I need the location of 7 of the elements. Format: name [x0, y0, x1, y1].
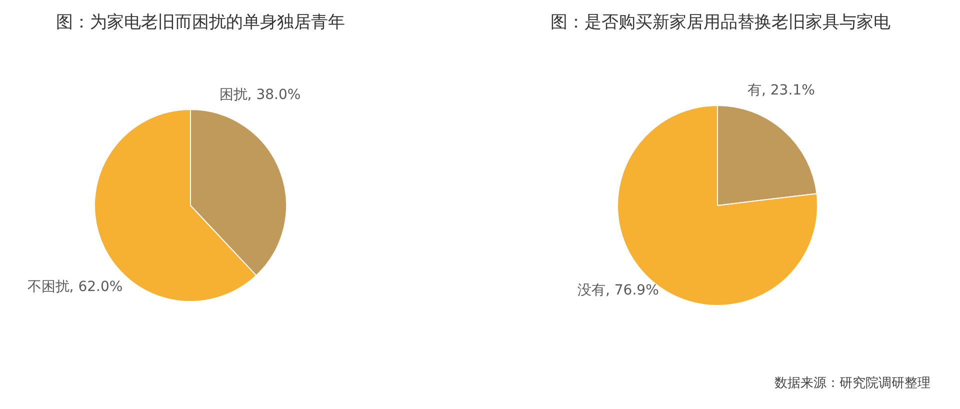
- source-note: 数据来源：研究院调研整理: [774, 376, 930, 391]
- slice-label: 没有, 76.9%: [578, 282, 659, 298]
- slice-label: 有, 23.1%: [748, 82, 815, 98]
- slice-label: 不困扰, 62.0%: [27, 279, 123, 296]
- slice-label: 困扰, 38.0%: [219, 87, 301, 104]
- chart-title: 图：为家电老旧而困扰的单身独居青年: [56, 12, 345, 32]
- chart-title: 图：是否购买新家居用品替换老旧家具与家电: [550, 12, 890, 32]
